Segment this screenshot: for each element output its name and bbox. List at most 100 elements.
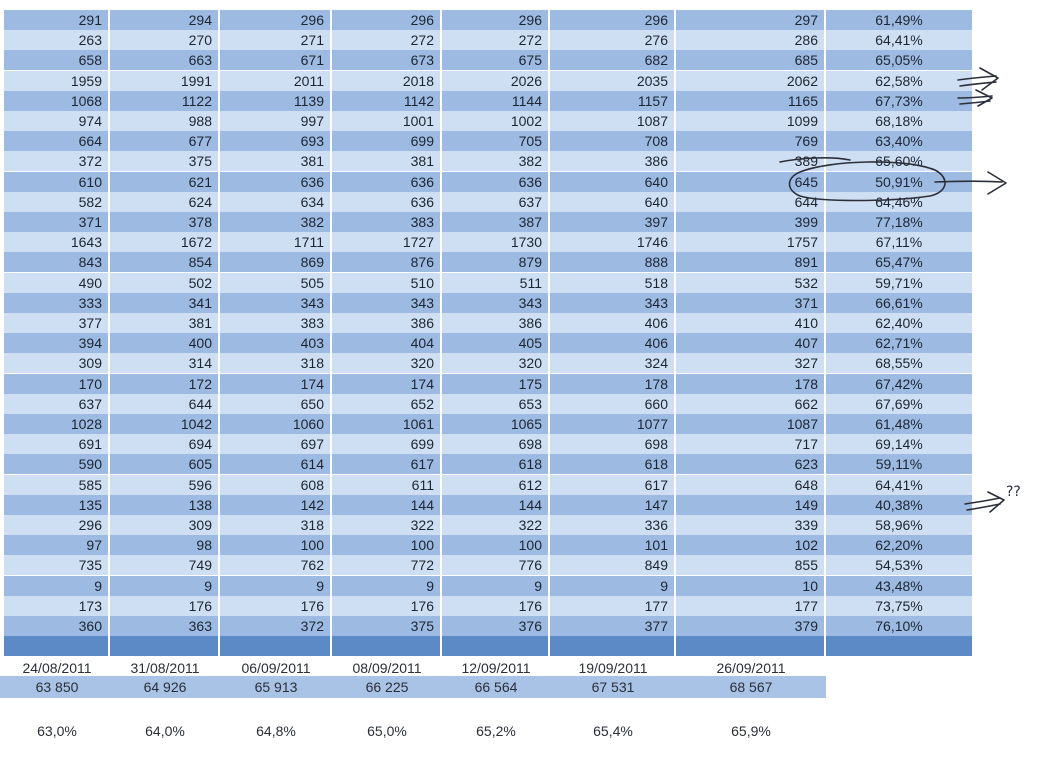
header-band: [220, 636, 332, 656]
table-row: 585 596 608 611 612 617 648 64,41%: [0, 474, 1056, 495]
percent-value: 65,9%: [731, 723, 771, 739]
count-cell: 1065: [442, 414, 550, 434]
count-cell: 685: [676, 50, 826, 71]
percent-cell: 63,40%: [826, 131, 974, 152]
count-cell: 142: [220, 494, 332, 515]
count-cell: 652: [332, 393, 442, 414]
count-cell: 383: [332, 212, 442, 232]
count-cell: 1144: [442, 90, 550, 111]
count-cell: 762: [220, 555, 332, 576]
count-cell: 291: [4, 10, 110, 30]
count-cell: 1711: [220, 232, 332, 253]
count-cell: 377: [550, 616, 676, 636]
table-row: 735 749 762 772 776 849 855 54,53%: [0, 555, 1056, 576]
table-row: 371 378 382 383 387 397 399 77,18%: [0, 212, 1056, 232]
count-cell: 1099: [676, 111, 826, 131]
count-cell: 297: [676, 10, 826, 30]
count-cell: 149: [676, 494, 826, 515]
percent-cell: 68,18%: [826, 111, 974, 131]
count-cell: 276: [550, 30, 676, 51]
count-cell: 397: [550, 212, 676, 232]
count-cell: 1142: [332, 90, 442, 111]
count-cell: 1002: [442, 111, 550, 131]
count-cell: 399: [676, 212, 826, 232]
percent-cell: 59,11%: [826, 454, 974, 475]
date-label: 24/08/2011: [22, 660, 92, 676]
percent-cell: 73,75%: [826, 595, 974, 616]
count-cell: 1730: [442, 232, 550, 253]
count-cell: 138: [110, 494, 220, 515]
count-cell: 1757: [676, 232, 826, 253]
total-value: 66 225: [365, 679, 409, 695]
count-cell: 9: [110, 575, 220, 596]
percent-cell: 62,58%: [826, 70, 974, 91]
percent-cell: 65,60%: [826, 151, 974, 172]
total-row: 63 850 64 926 65 913 66 225 66 564 67 53…: [0, 676, 1056, 698]
count-cell: 1672: [110, 232, 220, 253]
count-cell: 9: [4, 575, 110, 596]
date-label: 26/09/2011: [716, 660, 786, 676]
count-cell: 505: [220, 272, 332, 293]
count-cell: 296: [220, 10, 332, 30]
count-cell: 318: [220, 515, 332, 535]
table-row: 9 9 9 9 9 9 10 43,48%: [0, 575, 1056, 596]
count-cell: 490: [4, 272, 110, 293]
count-cell: 376: [442, 616, 550, 636]
header-band: [110, 636, 220, 656]
count-cell: 336: [550, 515, 676, 535]
count-cell: 403: [220, 333, 332, 354]
count-cell: 612: [442, 474, 550, 495]
total-value: 68 567: [729, 679, 773, 695]
count-cell: 590: [4, 454, 110, 475]
percent-cell: 62,40%: [826, 313, 974, 333]
count-cell: 343: [442, 292, 550, 313]
count-cell: 658: [4, 50, 110, 71]
count-cell: 1028: [4, 414, 110, 434]
count-cell: 662: [676, 393, 826, 414]
count-cell: 386: [332, 313, 442, 333]
count-cell: 717: [676, 434, 826, 455]
count-cell: 343: [332, 292, 442, 313]
percent-cell: 67,42%: [826, 373, 974, 394]
percent-cell: 64,46%: [826, 191, 974, 212]
count-cell: 694: [110, 434, 220, 455]
count-cell: 296: [442, 10, 550, 30]
count-cell: 309: [110, 515, 220, 535]
date-label: 08/09/2011: [352, 660, 422, 676]
count-cell: 177: [550, 595, 676, 616]
percent-cell: 65,05%: [826, 50, 974, 71]
percent-value: 64,0%: [145, 723, 185, 739]
count-cell: 769: [676, 131, 826, 152]
count-cell: 1087: [676, 414, 826, 434]
count-cell: 296: [332, 10, 442, 30]
count-cell: 320: [442, 353, 550, 374]
count-cell: 644: [110, 393, 220, 414]
count-cell: 772: [332, 555, 442, 576]
count-cell: 341: [110, 292, 220, 313]
count-cell: 891: [676, 252, 826, 273]
count-cell: 876: [332, 252, 442, 273]
header-band: [676, 636, 826, 656]
count-cell: 585: [4, 474, 110, 495]
count-cell: 10: [676, 575, 826, 596]
count-cell: 177: [676, 595, 826, 616]
count-cell: 636: [220, 171, 332, 192]
count-cell: 98: [110, 535, 220, 556]
date-label: 19/09/2011: [578, 660, 648, 676]
percent-cell: 50,91%: [826, 171, 974, 192]
percent-cell: 62,20%: [826, 535, 974, 556]
date-label: 06/09/2011: [241, 660, 311, 676]
count-cell: 174: [220, 373, 332, 394]
total-value: 64 926: [143, 679, 187, 695]
count-cell: 176: [110, 595, 220, 616]
percent-cell: 61,49%: [826, 10, 974, 30]
count-cell: 596: [110, 474, 220, 495]
count-cell: 174: [332, 373, 442, 394]
count-cell: 389: [676, 151, 826, 172]
count-cell: 888: [550, 252, 676, 273]
count-cell: 653: [442, 393, 550, 414]
count-cell: 621: [110, 171, 220, 192]
count-cell: 9: [220, 575, 332, 596]
count-cell: 286: [676, 30, 826, 51]
count-cell: 394: [4, 333, 110, 354]
